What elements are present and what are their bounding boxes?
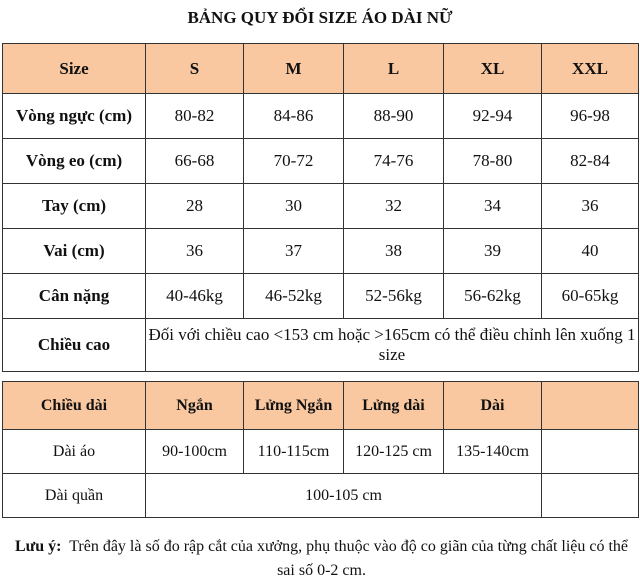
row-label: Dài quần	[2, 473, 146, 518]
cell: 30	[243, 183, 344, 229]
row: Cân nặng 40-46kg 46-52kg 52-56kg 56-62kg 60-6…	[2, 273, 639, 319]
cell: 40	[541, 228, 639, 274]
header-cell: M	[243, 43, 344, 94]
row-label: Vòng eo (cm)	[2, 138, 146, 184]
note-text: Trên đây là số đo rập cắt của xưởng, phụ…	[69, 538, 629, 579]
cell: 32	[343, 183, 444, 229]
cell: 82-84	[541, 138, 639, 184]
row-label: Dài áo	[2, 429, 146, 474]
cell: 100-105 cm	[145, 473, 542, 518]
row-label: Vai (cm)	[2, 228, 146, 274]
cell: Đối với chiều cao <153 cm hoặc >165cm có…	[145, 318, 639, 372]
row: Dài áo 90-100cm 110-115cm 120-125 cm 135-140…	[2, 429, 639, 474]
header-cell: Dài	[443, 381, 542, 430]
row: Vòng ngực (cm) 80-82 84-86 88-90 92-94 96-98	[2, 93, 639, 139]
row-label: Cân nặng	[2, 273, 146, 319]
cell: 37	[243, 228, 344, 274]
size-table: Size S M L XL XXL Vòng ngực (cm) 80-82 84-86 88-9…	[2, 43, 639, 372]
cell: 84-86	[243, 93, 344, 139]
cell: 96-98	[541, 93, 639, 139]
row: Tay (cm) 28 30 32 34 36	[2, 183, 639, 229]
header-row: Size S M L XL XXL	[2, 43, 639, 94]
cell: 60-65kg	[541, 273, 639, 319]
header-cell: Lửng dài	[343, 381, 444, 430]
row-label: Tay (cm)	[2, 183, 146, 229]
cell: 34	[443, 183, 542, 229]
cell: 52-56kg	[343, 273, 444, 319]
row: Chiều cao Đối với chiều cao <153 cm hoặc …	[2, 318, 639, 372]
header-cell: XXL	[541, 43, 639, 94]
cell: 36	[145, 228, 244, 274]
cell: 92-94	[443, 93, 542, 139]
header-cell: Ngắn	[145, 381, 244, 430]
cell: 46-52kg	[243, 273, 344, 319]
header-cell: XL	[443, 43, 542, 94]
row-label: Vòng ngực (cm)	[2, 93, 146, 139]
empty-cell	[541, 381, 639, 430]
title: BẢNG QUY ĐỔI SIZE ÁO DÀI NỮ	[187, 8, 453, 27]
cell: 28	[145, 183, 244, 229]
cell: 38	[343, 228, 444, 274]
note-label: Lưu ý:	[14, 538, 62, 555]
cell: 40-46kg	[145, 273, 244, 319]
empty-cell	[541, 429, 639, 474]
header-cell: Chiều dài	[2, 381, 146, 430]
cell: 70-72	[243, 138, 344, 184]
header-cell: S	[145, 43, 244, 94]
header-cell: Lửng Ngắn	[243, 381, 344, 430]
cell: 66-68	[145, 138, 244, 184]
cell: 110-115cm	[243, 429, 344, 474]
cell: 120-125 cm	[343, 429, 444, 474]
cell: 78-80	[443, 138, 542, 184]
row-label: Chiều cao	[2, 318, 146, 372]
header-row: Chiều dài Ngắn Lửng Ngắn Lửng dài Dài	[2, 381, 639, 430]
cell: 80-82	[145, 93, 244, 139]
cell: 88-90	[343, 93, 444, 139]
cell: 36	[541, 183, 639, 229]
length-table: Chiều dài Ngắn Lửng Ngắn Lửng dài Dài Dài áo 9…	[2, 381, 639, 518]
cell: 56-62kg	[443, 273, 542, 319]
cell: 74-76	[343, 138, 444, 184]
cell: 90-100cm	[145, 429, 244, 474]
header-cell: Size	[2, 43, 146, 94]
row: Dài quần 100-105 cm	[2, 473, 639, 518]
cell: 135-140cm	[443, 429, 542, 474]
header-cell: L	[343, 43, 444, 94]
row: Vai (cm) 36 37 38 39 40	[2, 228, 639, 274]
cell: 39	[443, 228, 542, 274]
row: Vòng eo (cm) 66-68 70-72 74-76 78-80 82-84	[2, 138, 639, 184]
empty-cell	[541, 473, 639, 518]
note: Lưu ý: Trên đây là số đo rập cắt của xưở…	[14, 535, 629, 583]
